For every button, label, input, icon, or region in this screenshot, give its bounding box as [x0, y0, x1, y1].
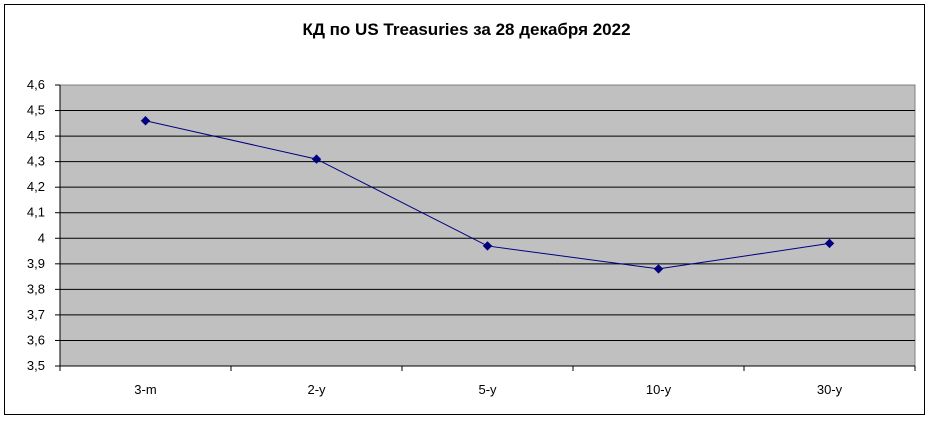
y-tick-label: 4,6	[27, 77, 45, 92]
x-tick-label: 30-y	[817, 382, 843, 397]
y-tick-label: 3,5	[27, 358, 45, 373]
data-point-marker	[653, 264, 664, 274]
y-tick-label: 3,9	[27, 256, 45, 271]
x-tick-label: 10-y	[646, 382, 672, 397]
x-tick-label: 3-m	[134, 382, 156, 397]
data-point-marker	[311, 154, 322, 164]
y-tick-label: 4,5	[27, 103, 45, 118]
data-point-marker	[140, 116, 151, 126]
y-tick-label: 4,1	[27, 205, 45, 220]
chart-title: КД по US Treasuries за 28 декабря 2022	[302, 20, 631, 39]
plot-area	[59, 84, 916, 367]
x-tick-label: 2-y	[307, 382, 326, 397]
y-tick-label: 4	[38, 230, 45, 245]
y-tick-label: 3,7	[27, 307, 45, 322]
y-tick-label: 3,8	[27, 281, 45, 296]
y-tick-label: 4,2	[27, 179, 45, 194]
x-tick-label: 5-y	[478, 382, 497, 397]
y-tick-label: 4,5	[27, 128, 45, 143]
y-tick-label: 3,6	[27, 332, 45, 347]
data-point-marker	[482, 241, 493, 251]
data-point-marker	[824, 238, 835, 249]
y-tick-label: 4,3	[27, 154, 45, 169]
